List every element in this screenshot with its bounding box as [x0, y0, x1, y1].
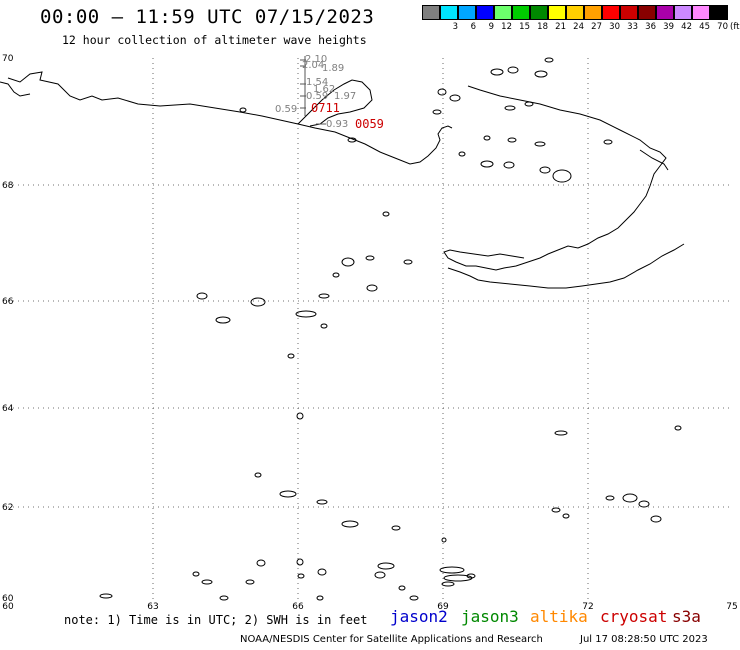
legend-swatch — [512, 5, 530, 20]
lat-label: 68 — [2, 181, 14, 191]
legend-swatch — [584, 5, 602, 20]
legend-value: 21 — [555, 22, 566, 32]
satellite-cryosat: cryosat — [600, 607, 668, 626]
legend-swatch — [422, 5, 440, 20]
legend-swatch — [494, 5, 512, 20]
satellite-jason3: jason3 — [461, 607, 519, 626]
legend-swatch — [458, 5, 476, 20]
lat-label: 62 — [2, 503, 13, 513]
color-legend — [422, 5, 728, 20]
legend-swatch — [674, 5, 692, 20]
lat-label: 64 — [2, 404, 14, 414]
legend-swatch — [638, 5, 656, 20]
satellite-s3a: s3a — [672, 607, 701, 626]
legend-value: 42 — [681, 22, 692, 32]
legend-swatch — [656, 5, 674, 20]
map-title: 00:00 – 11:59 UTC 07/15/2023 — [40, 6, 375, 28]
lat-label: 60 — [2, 594, 14, 604]
credit-text: NOAA/NESDIS Center for Satellite Applica… — [240, 634, 543, 645]
swh-value: 0.93 — [326, 119, 348, 130]
satellite-altika: altika — [530, 607, 588, 626]
lat-label: 66 — [2, 297, 14, 307]
lon-label: 66 — [292, 602, 304, 612]
legend-value: 36 — [645, 22, 656, 32]
legend-value: 70 — [717, 22, 728, 32]
legend-swatch — [602, 5, 620, 20]
altimeter-track — [300, 56, 326, 125]
generation-timestamp: Jul 17 08:28:50 UTC 2023 — [580, 634, 708, 645]
legend-swatch — [476, 5, 494, 20]
lon-label: 75 — [726, 602, 737, 612]
legend-value: 3 — [452, 22, 458, 32]
legend-spacer — [422, 22, 440, 32]
pass-time: 0059 — [355, 117, 384, 131]
lon-label: 63 — [147, 602, 158, 612]
swh-value: 0.59 — [306, 91, 328, 102]
longitude-labels: 60 63 66 69 72 75 — [2, 602, 737, 612]
legend-value: 12 — [501, 22, 512, 32]
lat-label: 70 — [2, 54, 14, 64]
legend-value: 30 — [609, 22, 620, 32]
legend-swatch — [710, 5, 728, 20]
swh-value: 1.62 — [313, 84, 335, 95]
legend-value: 18 — [537, 22, 548, 32]
footer-note: note: 1) Time is in UTC; 2) SWH is in fe… — [64, 613, 368, 627]
legend-swatch — [530, 5, 548, 20]
legend-value: 6 — [470, 22, 476, 32]
legend-value: 15 — [519, 22, 530, 32]
legend-value: 27 — [591, 22, 602, 32]
legend-swatch — [548, 5, 566, 20]
swh-value: 1.89 — [322, 63, 344, 74]
legend-value: 33 — [627, 22, 638, 32]
swh-labels: 2.10 2.04 1.89 1.54 1.62 0.59 1.97 0.59 … — [275, 54, 356, 130]
swh-value: 1.54 — [306, 77, 328, 88]
legend-value: 24 — [573, 22, 584, 32]
map-subtitle: 12 hour collection of altimeter wave hei… — [62, 33, 367, 47]
legend-swatch — [566, 5, 584, 20]
legend-value: 45 — [699, 22, 710, 32]
legend-value: 39 — [663, 22, 674, 32]
coastline — [0, 71, 685, 289]
swh-value: 2.10 — [305, 54, 327, 65]
pass-time-labels: 0711 0059 — [311, 101, 384, 131]
legend-swatch — [692, 5, 710, 20]
lon-label: 72 — [582, 602, 593, 612]
legend-unit: (ft) — [730, 22, 740, 32]
satellite-jason2: jason2 — [390, 607, 448, 626]
legend-swatch — [620, 5, 638, 20]
pass-time: 0711 — [311, 101, 340, 115]
swh-value: 0.59 — [275, 104, 297, 115]
lon-label: 60 — [2, 602, 14, 612]
island-outlines — [99, 57, 682, 601]
gridlines — [8, 58, 732, 600]
swh-value: 1.97 — [334, 91, 356, 102]
latitude-labels: 60 62 64 66 68 70 — [2, 54, 14, 604]
legend-swatch — [440, 5, 458, 20]
swh-value: 2.04 — [302, 60, 324, 71]
lon-label: 69 — [437, 602, 449, 612]
legend-value: 9 — [488, 22, 494, 32]
